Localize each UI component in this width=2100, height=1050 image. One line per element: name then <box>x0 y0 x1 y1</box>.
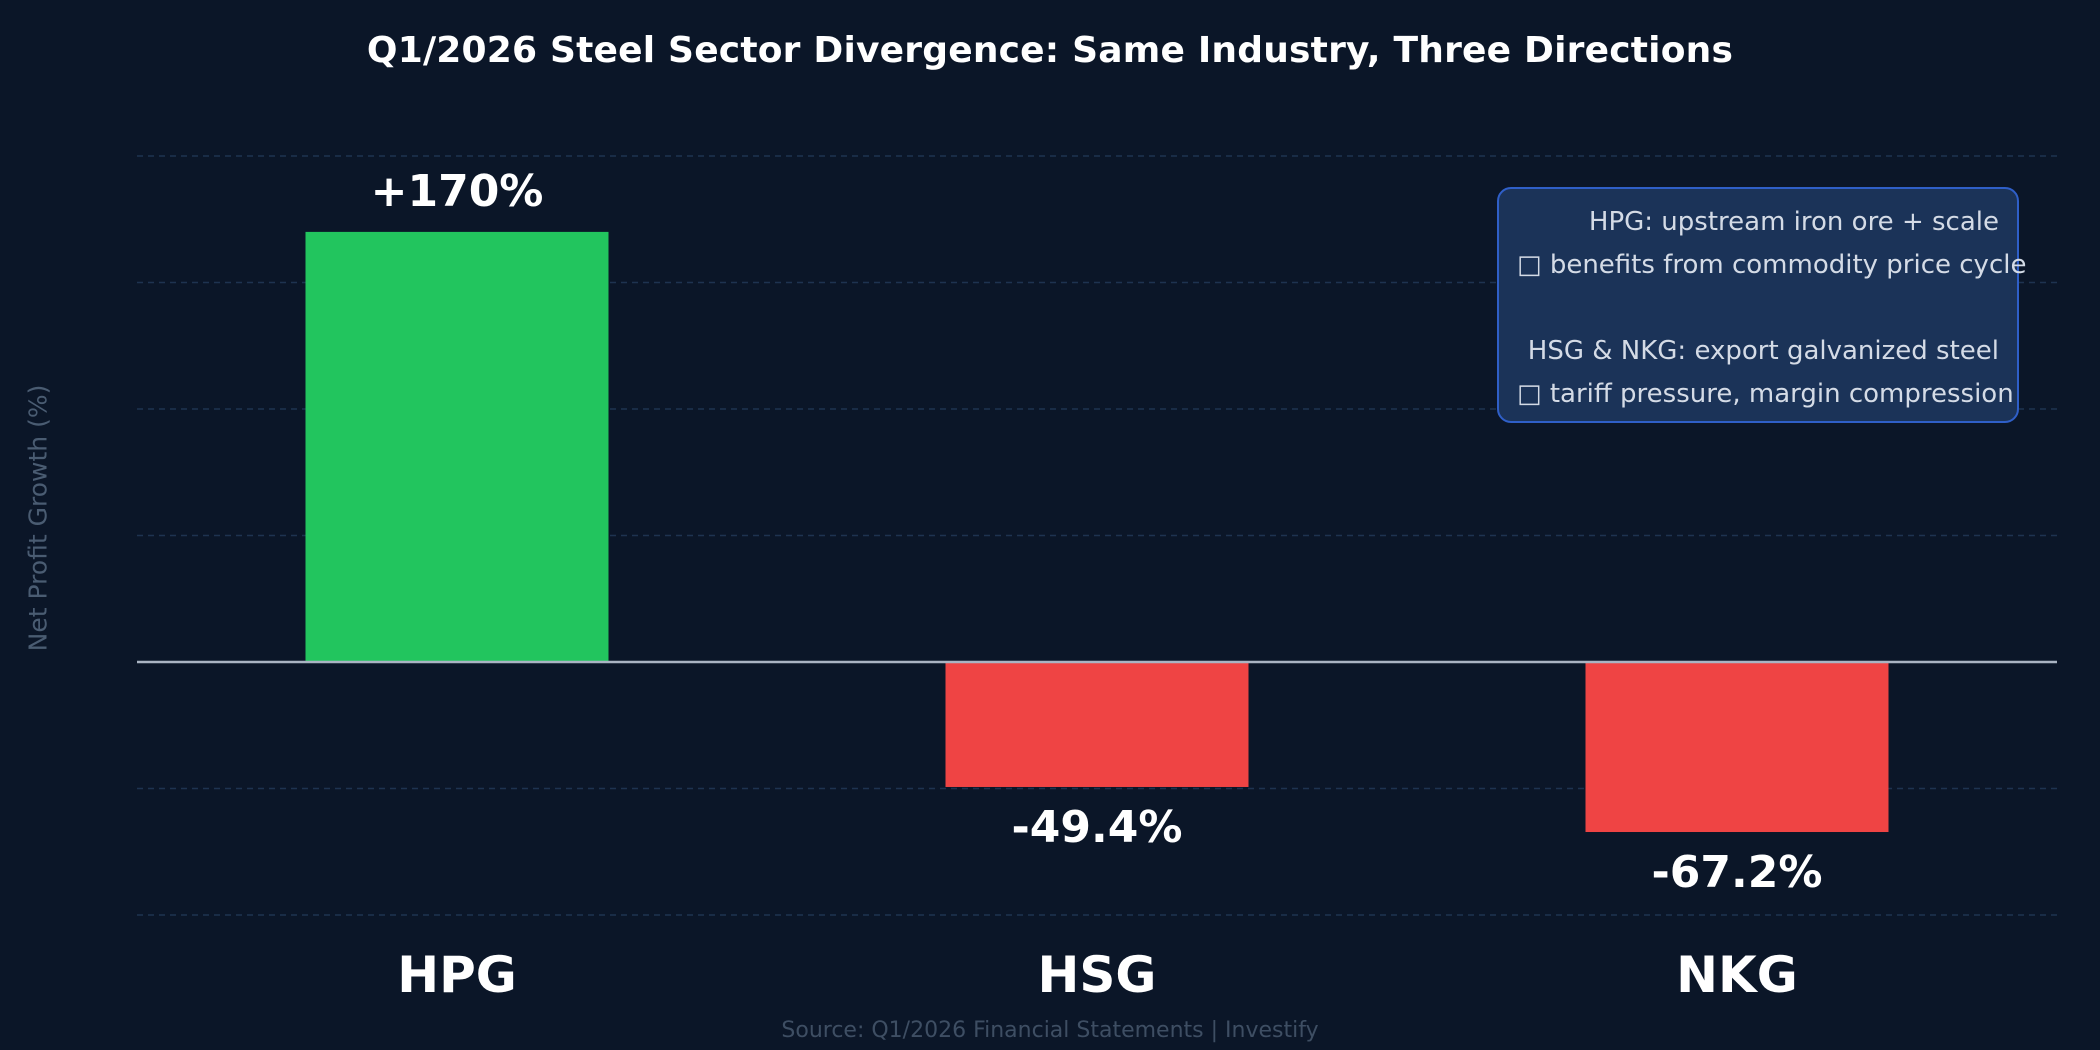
x-tick-label: HPG <box>397 946 517 1004</box>
annotation-box: HPG: upstream iron ore + scale □ benefit… <box>1497 187 2027 423</box>
annotation-line: HSG & NKG: export galvanized steel <box>1527 336 1999 366</box>
annotation-line: □ benefits from commodity price cycle <box>1517 250 2027 280</box>
source-note: Source: Q1/2026 Financial Statements | I… <box>781 1018 1319 1043</box>
data-labels: +170% -49.4% -67.2% <box>371 166 1823 898</box>
data-label: -49.4% <box>1012 802 1183 853</box>
data-label: -67.2% <box>1652 847 1823 898</box>
bar-hpg <box>305 231 609 662</box>
bar-hsg <box>945 662 1249 787</box>
chart-title: Q1/2026 Steel Sector Divergence: Same In… <box>366 30 1734 71</box>
x-tick-labels: HPG HSG NKG <box>397 946 1798 1004</box>
bars <box>137 231 2057 833</box>
annotation-line <box>1517 287 1999 330</box>
annotation-line: □ tariff pressure, margin compression <box>1517 379 2014 409</box>
y-axis-label: Net Profit Growth (%) <box>23 384 53 652</box>
bar-nkg <box>1585 662 1889 833</box>
data-label: +170% <box>371 166 544 217</box>
x-tick-label: HSG <box>1038 946 1157 1004</box>
x-tick-label: NKG <box>1676 946 1798 1004</box>
annotation-line: HPG: upstream iron ore + scale <box>1588 207 1999 237</box>
